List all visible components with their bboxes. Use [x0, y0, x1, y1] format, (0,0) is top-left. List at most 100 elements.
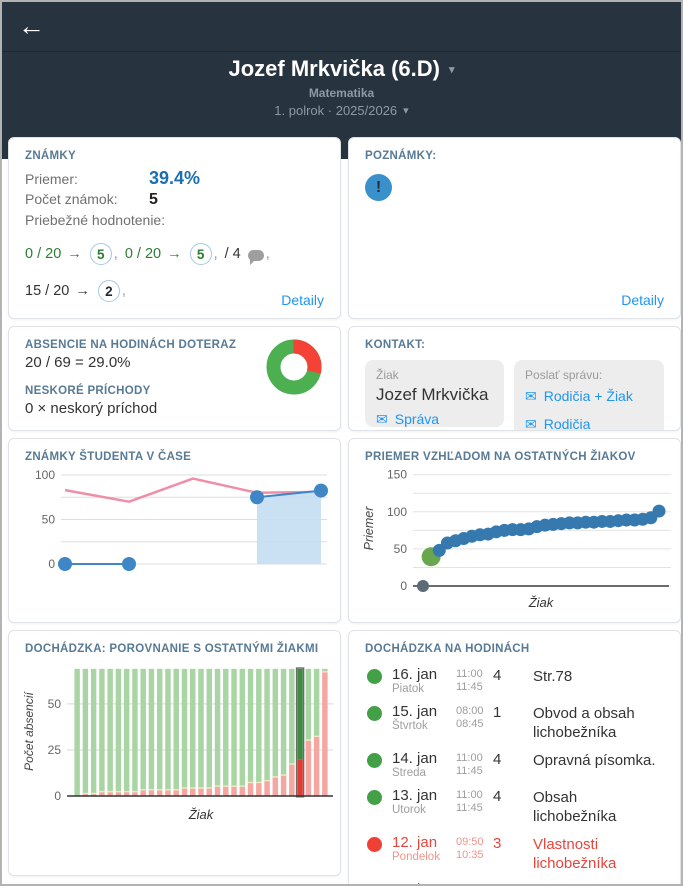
grade-score: / 4 [224, 246, 241, 262]
svg-text:150: 150 [387, 468, 407, 482]
time-from: 11:00 [456, 752, 483, 764]
svg-text:50: 50 [42, 513, 56, 527]
grade-separator: , [213, 246, 218, 262]
svg-text:Žiak: Žiak [188, 807, 215, 822]
card-dochadzka-porovnanie-title: DOCHÁDZKA: POROVNANIE S OSTATNÝMI ŽIAKMI [25, 643, 319, 655]
pocet-znamok-value: 5 [149, 191, 158, 208]
student-label: Žiak [376, 368, 399, 382]
priemer-value: 39.4% [149, 168, 201, 188]
card-znamky-title: ZNÁMKY [25, 150, 76, 162]
attendance-list: 16. jan Piatok 11:00 11:45 4 Str.78 15. jan Štv… [365, 666, 664, 884]
grade-badge: 2 [97, 280, 120, 302]
grade-separator: , [121, 283, 126, 299]
present-dot-icon [367, 790, 382, 805]
card-poznamky: POZNÁMKY: ! Detaily [348, 137, 681, 319]
attendance-row[interactable]: 12. jan Pondelok 09:50 10:35 3 Vlastnosti lic… [365, 834, 664, 873]
lesson-topic: Opravná písomka. [533, 752, 656, 769]
sprava-link[interactable]: ✉ Správa [376, 411, 493, 427]
card-absencie-title: ABSENCIE NA HODINÁCH DOTERAZ [25, 339, 237, 351]
grades-over-time-chart: 0 50 100 [35, 468, 328, 571]
card-dochadzka-porovnanie: DOCHÁDZKA: POROVNANIE S OSTATNÝMI ŽIAKMI… [8, 630, 341, 876]
term-selector[interactable]: 1. polrok · 2025/2026 ▾ [274, 103, 408, 118]
attendance-row[interactable]: 14. jan Streda 11:00 11:45 4 Opravná písomka. [365, 750, 664, 779]
card-priemer-vs-ziaci: PRIEMER VZHĽADOM NA OSTATNÝCH ŽIAKOV 0 50… [348, 438, 681, 623]
absence-donut-chart [266, 339, 322, 395]
date-label: 15. jan [392, 703, 438, 720]
lesson-date: 14. jan Streda [392, 750, 456, 779]
card-dochadzka-hodiny-title: DOCHÁDZKA NA HODINÁCH [365, 643, 530, 655]
lesson-topic: Obvod a obsah lichobežníka [533, 705, 635, 741]
date-label: 09. jan [392, 881, 456, 884]
svg-text:Počet absencií: Počet absencií [22, 690, 36, 770]
page-title: Jozef Mrkvička (6.D) [228, 56, 440, 81]
znamky-detaily-link[interactable]: Detaily [281, 292, 324, 308]
svg-text:0: 0 [400, 579, 407, 593]
neskore-prichody-value: 0 × neskorý príchod [25, 400, 158, 417]
send-option-label: Rodičia [543, 416, 591, 431]
right-column: POZNÁMKY: ! Detaily KONTAKT: Žiak Jozef … [348, 137, 681, 884]
grade-score: 15 / 20 [25, 283, 70, 299]
send-options: ✉ Rodičia + Žiak ✉ Rodičia [525, 388, 653, 431]
student-contact-box: Žiak Jozef Mrkvička ✉ Správa [365, 360, 505, 427]
arrow-right-icon: → [167, 246, 182, 262]
weekday-label: Utorok [392, 804, 426, 816]
time-from: 09:50 [456, 836, 484, 848]
student-name: Jozef Mrkvička [376, 385, 489, 404]
priebezne-label: Priebežné hodnotenie: [25, 212, 166, 228]
grade-separator: , [265, 246, 270, 262]
grade-item[interactable]: 0 / 20 → 5 [125, 243, 212, 265]
card-priemer-vs-ziaci-title: PRIEMER VZHĽADOM NA OSTATNÝCH ŽIAKOV [365, 451, 636, 463]
grade-item[interactable]: / 4 [224, 246, 264, 265]
time-to: 08:45 [456, 718, 484, 730]
grade-item[interactable]: 0 / 20 → 5 [25, 243, 112, 265]
lesson-topic: Vlastnosti lichobežníka [533, 836, 617, 872]
lesson-time: 09:50 10:35 [456, 834, 493, 873]
period-number: 4 [493, 667, 502, 684]
student-selector[interactable]: Jozef Mrkvička (6.D) ▾ [228, 56, 454, 82]
period-number: 1 [493, 704, 502, 721]
date-label: 13. jan [392, 787, 438, 804]
poznamky-detaily-link[interactable]: Detaily [621, 292, 664, 308]
svg-text:100: 100 [35, 468, 55, 482]
attendance-row[interactable]: 15. jan Štvrtok 08:00 08:45 1 Obvod a obsah l… [365, 703, 664, 742]
alert-exclamation-icon[interactable]: ! [365, 174, 392, 201]
period-number: 3 [493, 835, 502, 852]
app-header: ← Jozef Mrkvička (6.D) ▾ Matematika 1. p… [2, 2, 681, 159]
time-to: 11:45 [456, 765, 483, 777]
card-kontakt-title: KONTAKT: [365, 339, 426, 351]
period-number: 4 [493, 881, 533, 884]
mail-icon: ✉ [525, 416, 537, 431]
grade-separator: , [113, 246, 118, 262]
card-kontakt: KONTAKT: Žiak Jozef Mrkvička ✉ Správa Po… [348, 326, 681, 431]
priemer-label: Priemer: [25, 171, 78, 187]
lesson-date: 13. jan Utorok [392, 787, 456, 826]
time-from: 11:00 [456, 883, 483, 884]
present-dot-icon [367, 669, 382, 684]
arrow-right-icon: → [75, 283, 90, 299]
attendance-row[interactable]: 16. jan Piatok 11:00 11:45 4 Str.78 [365, 666, 664, 695]
attendance-row[interactable]: 13. jan Utorok 11:00 11:45 4 Obsah lichobežní… [365, 787, 664, 826]
comment-bubble-icon [247, 249, 264, 265]
grade-item[interactable]: 15 / 20 → 2 [25, 280, 120, 302]
back-arrow-icon[interactable]: ← [18, 11, 45, 41]
svg-text:100: 100 [387, 505, 407, 519]
send-to-rodicia-link[interactable]: ✉ Rodičia [525, 416, 653, 431]
term-label: 1. polrok · 2025/2026 [274, 103, 398, 118]
card-poznamky-title: POZNÁMKY: [365, 150, 437, 162]
send-option-label: Rodičia + Žiak [543, 388, 633, 404]
present-dot-icon [367, 753, 382, 768]
grade-badge: 5 [189, 243, 212, 265]
pocet-znamok-label: Počet známok: [25, 191, 118, 207]
absencie-value: 20 / 69 = 29.0% [25, 354, 131, 371]
grade-score: 0 / 20 [25, 246, 62, 262]
chevron-down-icon: ▾ [449, 63, 455, 76]
svg-text:25: 25 [48, 743, 62, 757]
card-znamky: ZNÁMKY Priemer: 39.4% Počet známok: 5 Pr… [8, 137, 341, 319]
send-to-rodicia-ziak-link[interactable]: ✉ Rodičia + Žiak [525, 388, 653, 404]
sprava-link-label: Správa [394, 411, 440, 427]
lesson-date: 16. jan Piatok [392, 666, 456, 695]
